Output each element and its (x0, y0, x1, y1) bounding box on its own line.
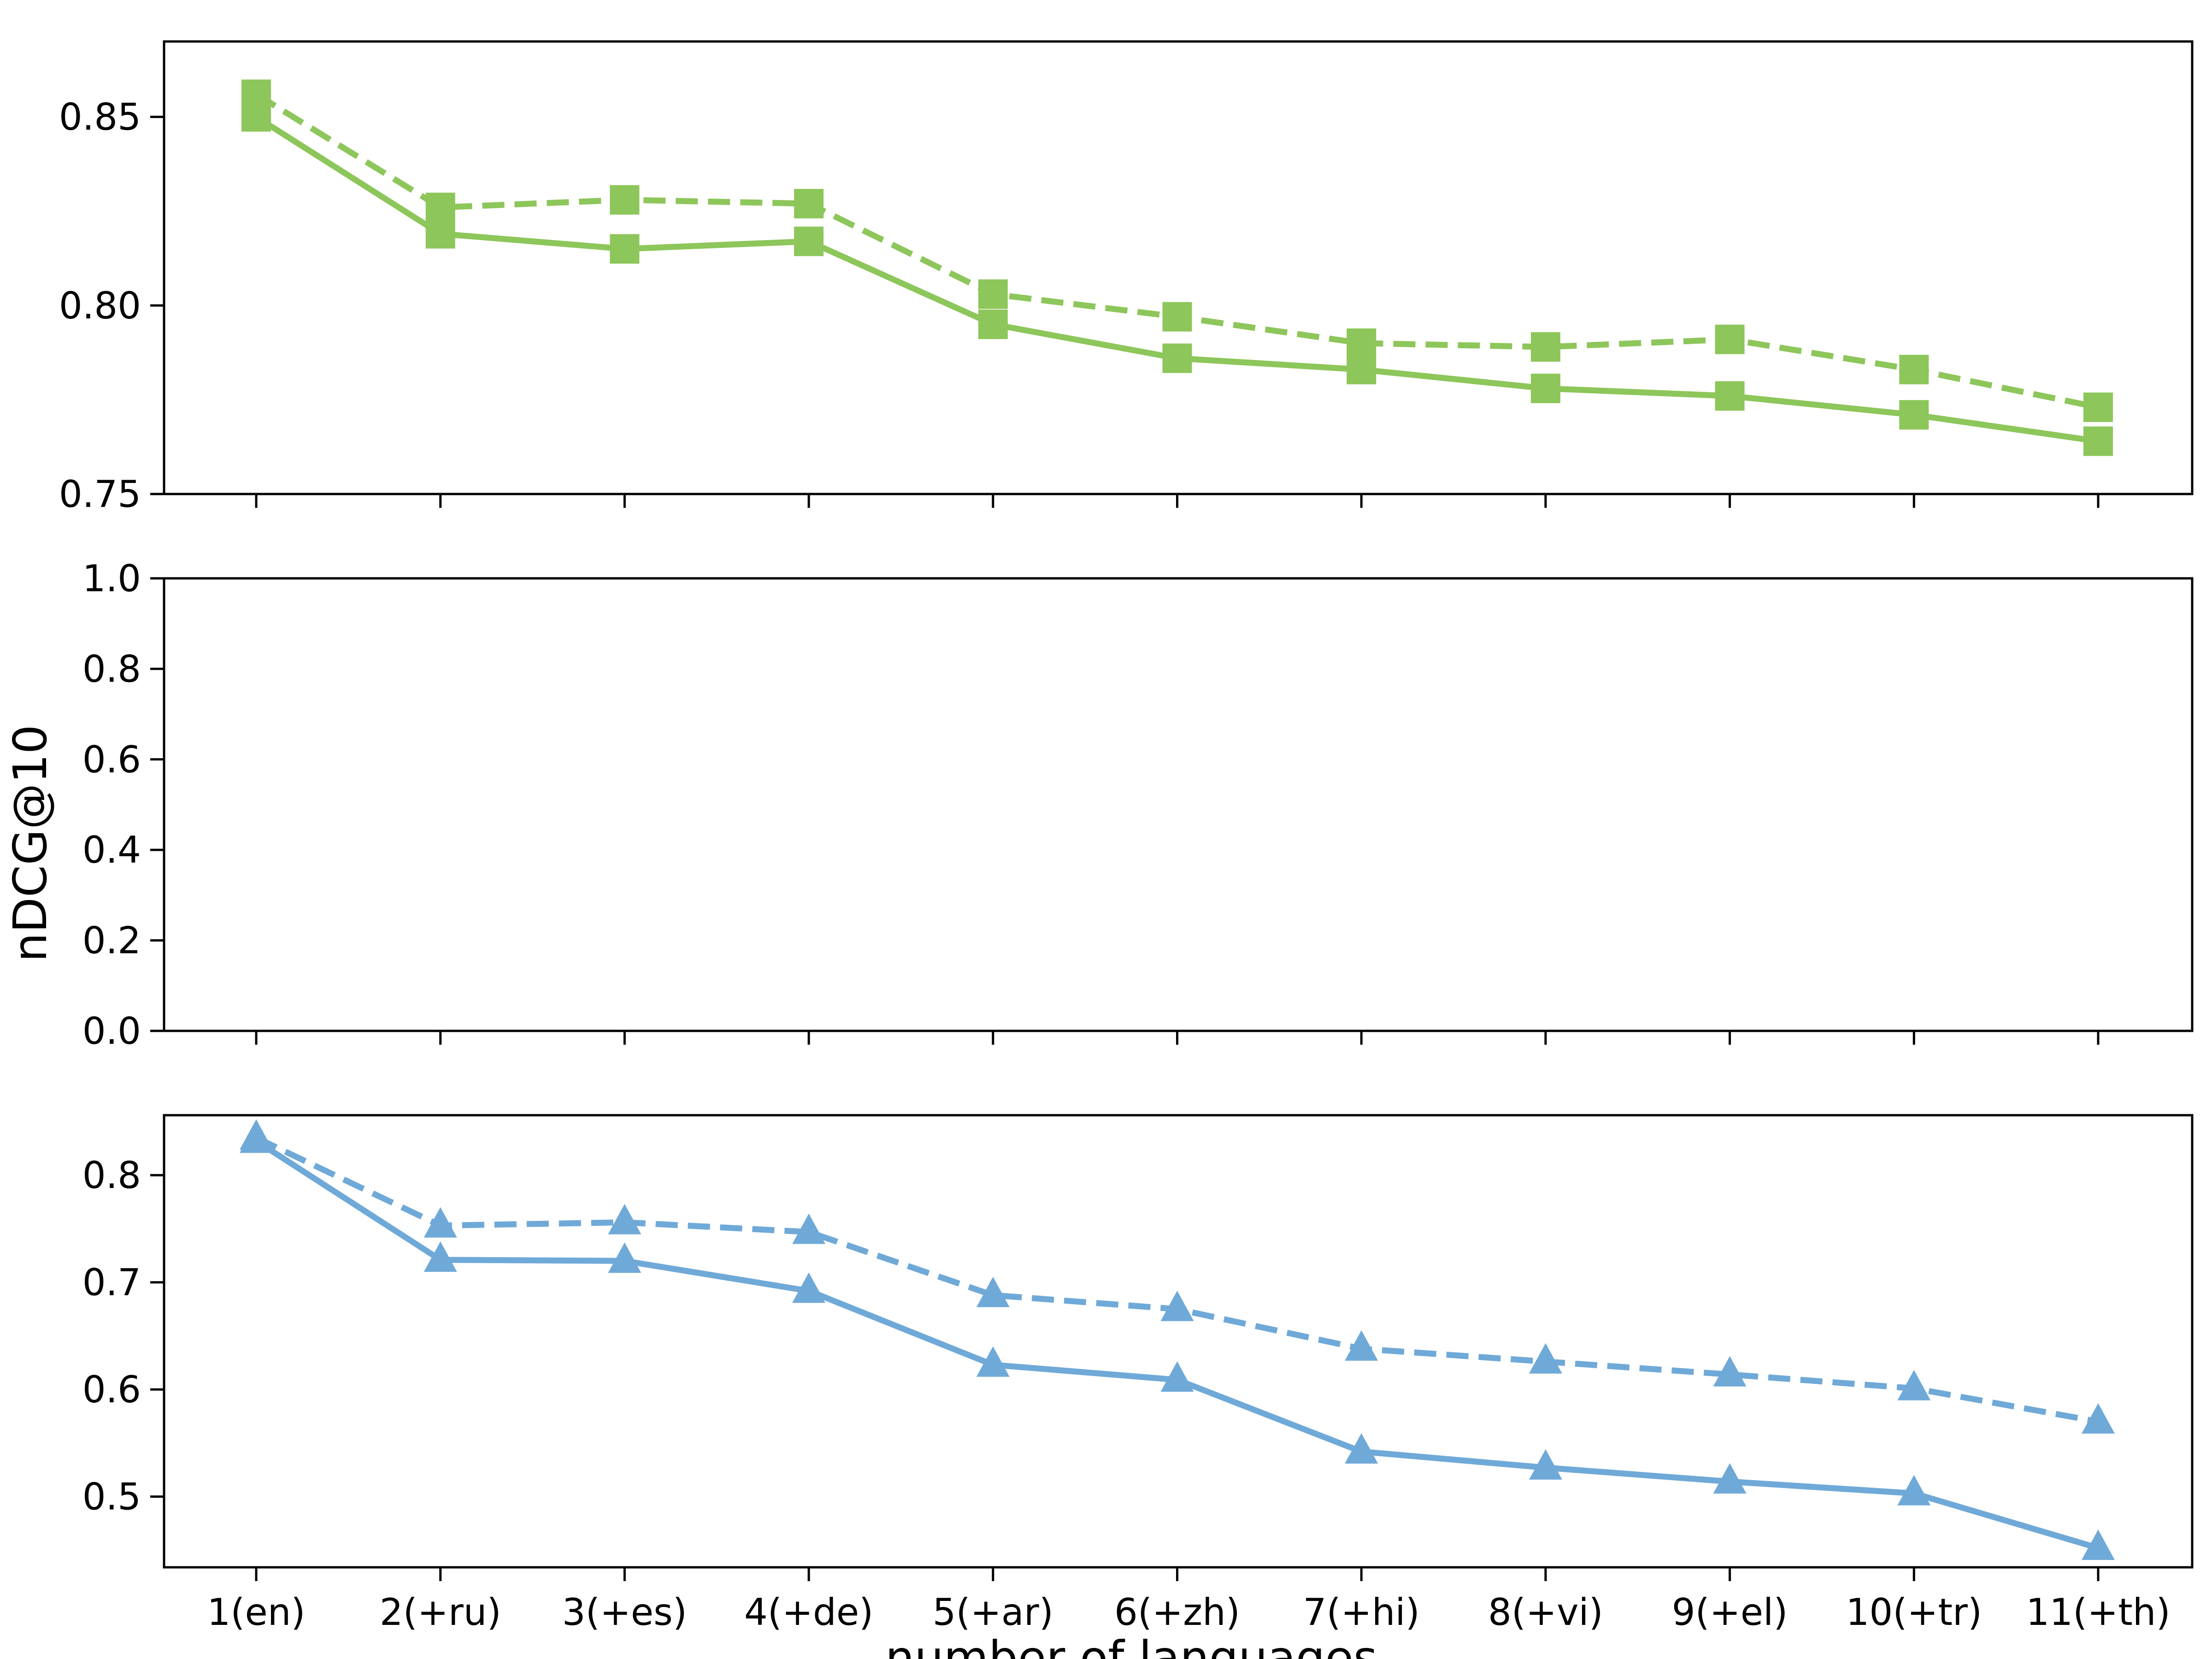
series-line (254, 1138, 2099, 1551)
y-tick-label: 0.7 (82, 1261, 141, 1304)
x-tick-label: 6(+zh) (1114, 1591, 1240, 1634)
data-point (1897, 1370, 1931, 1400)
data-point (2083, 392, 2113, 422)
data-point (424, 1207, 457, 1238)
data-point (1345, 1433, 1378, 1464)
data-point (1899, 400, 1929, 430)
data-point (1347, 354, 1377, 384)
data-point (1529, 1449, 1562, 1480)
data-point (608, 1204, 641, 1235)
data-point (610, 234, 640, 264)
data-point (1160, 1290, 1194, 1321)
panel-1: 0.75 0.80 0.85 (59, 40, 2194, 516)
plot-frame (163, 40, 2194, 495)
data-point (610, 185, 640, 215)
data-point (978, 309, 1008, 339)
series-solid (241, 102, 2113, 456)
x-tick-label: 2(+ru) (380, 1591, 501, 1634)
data-point (1345, 1330, 1378, 1361)
y-tick-label: 0.6 (82, 1368, 141, 1411)
data-point (792, 1213, 826, 1244)
data-point (608, 1242, 641, 1273)
data-point (2082, 1403, 2115, 1434)
data-point (241, 79, 271, 109)
y-tick-label: 0.6 (82, 738, 141, 781)
panel-3: 0.5 0.6 0.7 0.8 1(en) 2(+ru) 3(+es) 4(+de) 5(+ar… (82, 1114, 2194, 1634)
x-tick-label: 1(en) (207, 1591, 305, 1634)
y-tick-label: 0.0 (82, 1010, 141, 1053)
data-point (976, 1346, 1010, 1377)
data-point (794, 226, 824, 256)
data-point (792, 1272, 826, 1303)
data-point (978, 279, 1008, 309)
x-axis-label: number of languages (885, 1631, 1377, 1659)
data-point (1899, 354, 1929, 384)
data-point (1713, 1356, 1747, 1387)
data-point (1347, 328, 1377, 358)
y-tick-label: 0.4 (82, 829, 141, 871)
x-tick-label: 10(+tr) (1846, 1591, 1983, 1634)
y-tick-label: 0.8 (82, 1154, 141, 1197)
data-point (2082, 1530, 2115, 1560)
plot-frame (163, 1114, 2194, 1569)
y-tick-label: 0.2 (82, 919, 141, 962)
series-solid (240, 1122, 2115, 1560)
y-tick-label: 0.80 (59, 284, 141, 327)
x-tick-label: 11(+th) (2026, 1591, 2170, 1634)
y-tick-label: 0.85 (59, 96, 141, 139)
data-point (1162, 343, 1192, 373)
data-point (425, 219, 455, 249)
x-tick-label: 3(+es) (562, 1591, 687, 1634)
data-point (1160, 1361, 1194, 1392)
panel-2: 0.0 0.2 0.4 0.6 0.8 1.0 (82, 557, 2194, 1053)
data-point (240, 1119, 273, 1150)
data-point (976, 1277, 1010, 1307)
data-point (1715, 324, 1745, 354)
y-axis-label: nDCG@10 (3, 725, 57, 962)
data-point (1713, 1463, 1747, 1494)
y-tick-label: 0.5 (82, 1476, 141, 1518)
data-point (1530, 332, 1560, 362)
data-point (1529, 1343, 1562, 1374)
data-point (424, 1241, 457, 1272)
y-tick-label: 0.8 (82, 647, 141, 690)
data-point (1897, 1475, 1931, 1506)
x-tick-label: 7(+hi) (1303, 1591, 1420, 1634)
y-tick-label: 1.0 (82, 557, 141, 600)
data-point (425, 193, 455, 223)
y-tick-label: 0.75 (59, 473, 141, 516)
data-point (1530, 373, 1560, 403)
data-point (1162, 302, 1192, 332)
x-tick-label: 9(+el) (1672, 1591, 1788, 1634)
series-dashed (240, 1119, 2115, 1434)
data-point (1715, 381, 1745, 411)
data-point (2083, 426, 2113, 456)
x-tick-label: 5(+ar) (933, 1591, 1053, 1634)
x-tick-label: 4(+de) (744, 1591, 873, 1634)
plot-frame (163, 577, 2194, 1032)
data-point (794, 188, 824, 218)
x-tick-label: 8(+vi) (1488, 1591, 1603, 1634)
series-dashed (241, 79, 2113, 422)
series-line (254, 114, 2099, 444)
